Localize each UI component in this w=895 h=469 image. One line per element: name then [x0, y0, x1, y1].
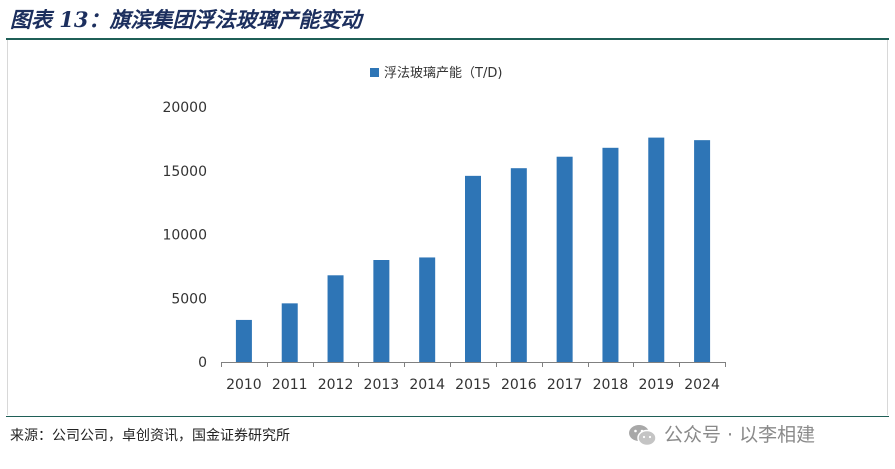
bar: [419, 257, 436, 362]
x-tick-label: 2024: [684, 377, 720, 393]
legend-label: 浮法玻璃产能（T/D): [384, 66, 502, 81]
bar: [556, 156, 573, 362]
y-tick-label: 5000: [171, 291, 207, 307]
x-tick-label: 2016: [501, 377, 537, 393]
x-tick-label: 2014: [409, 377, 445, 393]
bar: [694, 140, 711, 362]
x-tick-label: 2010: [226, 377, 262, 393]
chart-frame-right: [887, 40, 888, 415]
figure-title: 图表 13：旗滨集团浮法玻璃产能变动: [10, 7, 362, 32]
y-tick-label: 0: [198, 355, 207, 371]
bar: [465, 175, 481, 362]
source-note: 来源：公司公司，卓创资讯，国金证券研究所: [10, 428, 290, 444]
watermark: 公众号 · 以李相建: [628, 418, 815, 452]
y-tick-label: 10000: [162, 228, 207, 244]
x-tick-label: 2018: [593, 377, 629, 393]
bar: [648, 137, 665, 362]
y-tick-label: 20000: [162, 100, 207, 116]
bar: [510, 168, 527, 362]
chart-frame-left: [7, 40, 8, 415]
bar: [327, 275, 344, 362]
x-tick-label: 2015: [455, 377, 491, 393]
bar: [235, 319, 252, 362]
x-tick-label: 2019: [638, 377, 674, 393]
wechat-icon: [629, 424, 657, 446]
legend-swatch: [370, 68, 379, 77]
x-tick-label: 2012: [318, 377, 354, 393]
bar: [281, 303, 298, 362]
footer-rule: [6, 416, 889, 417]
x-tick-label: 2013: [364, 377, 400, 393]
title-rule: [6, 38, 889, 40]
bar: [373, 260, 390, 362]
x-tick-label: 2011: [272, 377, 308, 393]
x-tick-label: 2017: [547, 377, 583, 393]
watermark-text: 公众号 · 以李相建: [664, 424, 816, 446]
y-tick-label: 15000: [162, 164, 207, 180]
bar: [602, 147, 619, 362]
